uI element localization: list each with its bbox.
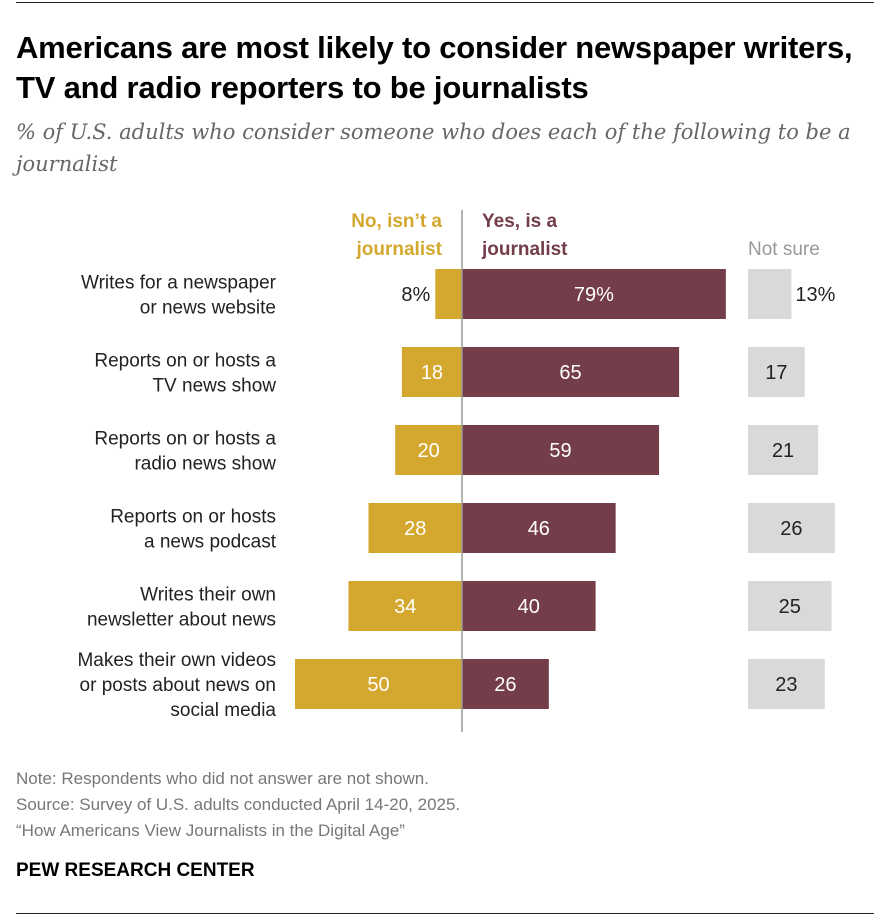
diverging-bar-chart: No, isn’t a journalist Yes, is a journalist… <box>77 210 836 732</box>
brand-logo: PEW RESEARCH CENTER <box>16 860 255 881</box>
label-yes: 59 <box>549 440 571 462</box>
bar-yes <box>462 269 726 319</box>
chart-title: Americans are most likely to consider ne… <box>16 30 853 105</box>
bar-yes <box>462 425 660 475</box>
label-not-sure: 23 <box>775 674 797 696</box>
footer-note: Note: Respondents who did not answer are… <box>16 769 429 788</box>
label-not-sure: 25 <box>779 596 801 618</box>
bar-yes <box>462 659 549 709</box>
category-label: newsletter about news <box>87 610 276 631</box>
category-label: Reports on or hosts <box>110 507 276 528</box>
label-yes: 65 <box>559 362 581 384</box>
chart-subtitle: % of U.S. adults who consider someone wh… <box>16 120 851 176</box>
footer-report: “How Americans View Journalists in the D… <box>16 821 405 840</box>
bar-not-sure <box>748 269 792 319</box>
category-label: Reports on or hosts a <box>94 351 276 372</box>
label-not-sure: 13% <box>795 284 835 306</box>
bar-not-sure <box>748 347 805 397</box>
label-yes: 46 <box>528 518 550 540</box>
category-label: Writes their own <box>140 585 276 606</box>
label-no: 20 <box>417 440 439 462</box>
bar-not-sure <box>748 581 832 631</box>
bar-yes <box>462 581 596 631</box>
legend-no: No, isn’t a <box>351 211 442 232</box>
bar-not-sure <box>748 503 835 553</box>
category-label: or posts about news on <box>80 675 276 696</box>
category-label: Makes their own videos <box>77 650 276 671</box>
bottom-rule <box>16 913 874 914</box>
category-label: or news website <box>140 298 276 319</box>
category-label: Reports on or hosts a <box>94 429 276 450</box>
bar-no <box>401 347 462 397</box>
label-no: 50 <box>367 674 389 696</box>
category-label: TV news show <box>152 376 276 397</box>
bar-no <box>395 425 462 475</box>
label-no: 18 <box>421 362 443 384</box>
bar-not-sure <box>748 659 825 709</box>
label-no: 28 <box>404 518 426 540</box>
bar-yes <box>462 503 616 553</box>
category-label: social media <box>170 700 276 721</box>
category-label: radio news show <box>134 454 276 475</box>
bar-no <box>368 503 462 553</box>
label-not-sure: 17 <box>765 362 787 384</box>
legend-no: journalist <box>355 239 442 260</box>
category-label: a news podcast <box>144 532 277 553</box>
label-no: 8% <box>401 284 430 306</box>
bar-no <box>348 581 462 631</box>
bar-no <box>435 269 462 319</box>
label-not-sure: 26 <box>780 518 802 540</box>
footer-source: Source: Survey of U.S. adults conducted … <box>16 795 461 814</box>
legend-yes: journalist <box>481 239 568 260</box>
label-not-sure: 21 <box>772 440 794 462</box>
legend-yes: Yes, is a <box>482 211 557 232</box>
bar-not-sure <box>748 425 819 475</box>
top-rule <box>16 2 874 3</box>
label-yes: 40 <box>518 596 540 618</box>
bar-yes <box>462 347 680 397</box>
category-label: Writes for a newspaper <box>81 273 277 294</box>
label-yes: 26 <box>494 674 516 696</box>
label-yes: 79% <box>574 284 614 306</box>
label-no: 34 <box>394 596 416 618</box>
legend-not-sure: Not sure <box>748 239 820 260</box>
bar-no <box>295 659 462 709</box>
